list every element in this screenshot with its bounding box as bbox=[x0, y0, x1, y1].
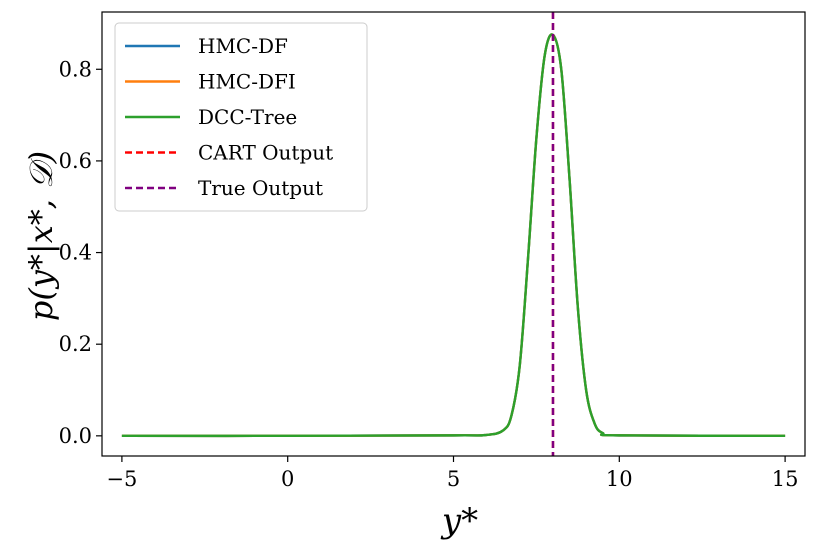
plot-frame bbox=[101, 11, 806, 457]
y-tick-label: 0.4 bbox=[59, 241, 92, 265]
legend: HMC-DF HMC-DFI DCC-Tree CART Output True Out… bbox=[114, 22, 368, 212]
x-tick-label: 0 bbox=[281, 467, 294, 491]
legend-box bbox=[114, 22, 368, 212]
y-axis-label: p(y*|x*, 𝒟) bbox=[22, 151, 60, 321]
x-axis-label: y* bbox=[440, 501, 478, 541]
y-tick-label: 0.6 bbox=[59, 149, 92, 173]
legend-label: True Output bbox=[198, 176, 323, 200]
y-tick-label: 0.8 bbox=[59, 57, 92, 81]
legend-label: HMC-DF bbox=[198, 34, 288, 58]
series-line-dcc-tree bbox=[121, 33, 786, 438]
y-tick-label: 0.2 bbox=[59, 332, 92, 356]
x-tick-label: 10 bbox=[606, 467, 633, 491]
x-tick-label: 5 bbox=[447, 467, 460, 491]
legend-label: CART Output bbox=[198, 141, 333, 165]
legend-label: DCC-Tree bbox=[198, 105, 297, 129]
y-tick-label: 0.0 bbox=[59, 424, 92, 448]
legend-label: HMC-DFI bbox=[198, 70, 296, 94]
x-tick-label: 15 bbox=[772, 467, 799, 491]
plot-layer bbox=[121, 12, 786, 456]
x-tick-label: −5 bbox=[106, 467, 137, 491]
tick-layer: −5 0 5 10 15 0.0 0.2 0.4 0.6 0.8 bbox=[59, 57, 799, 491]
